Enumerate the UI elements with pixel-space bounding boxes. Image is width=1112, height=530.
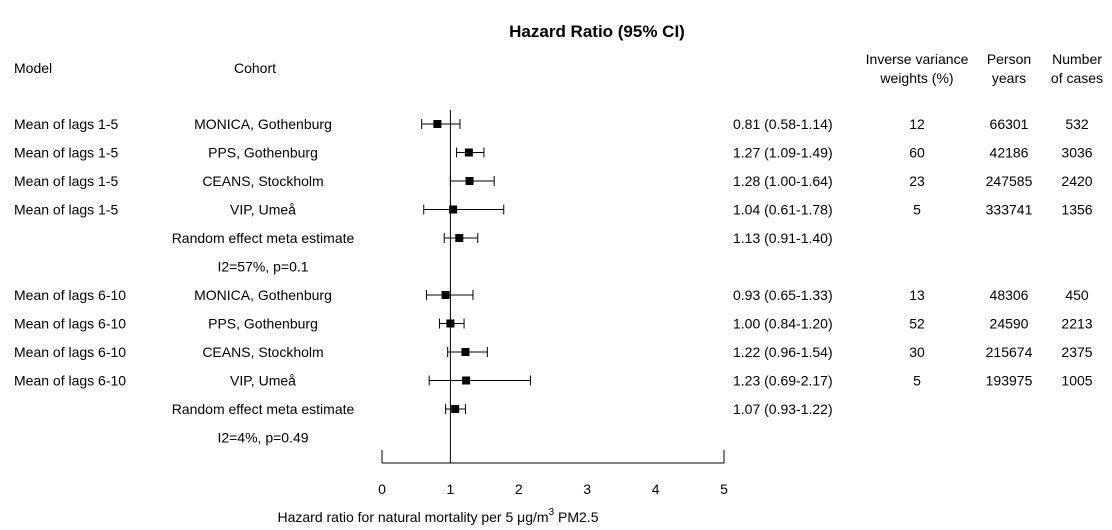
- x-tick-label: 2: [515, 481, 523, 497]
- row-person-years: 48306: [990, 287, 1029, 303]
- row-cohort: CEANS, Stockholm: [202, 344, 323, 360]
- row-cohort: MONICA, Gothenburg: [194, 116, 332, 132]
- point-estimate-marker: [465, 177, 474, 185]
- row-model: Mean of lags 6-10: [14, 373, 126, 389]
- forest-row: Mean of lags 6-10 MONICA, Gothenburg 0.93 …: [14, 287, 1089, 303]
- forest-row: I2=57%, p=0.1: [217, 259, 308, 275]
- row-weight: 12: [909, 116, 925, 132]
- forest-row: Mean of lags 1-5 PPS, Gothenburg 1.27 (1.0…: [14, 145, 1093, 161]
- point-estimate-marker: [462, 376, 471, 385]
- row-hazard-ratio-ci: 1.07 (0.93-1.22): [733, 401, 833, 417]
- forest-row: Mean of lags 1-5 CEANS, Stockholm 1.28 (1.…: [14, 173, 1093, 189]
- row-cohort: PPS, Gothenburg: [208, 145, 318, 161]
- row-cases: 2375: [1061, 344, 1092, 360]
- header-cases-line2: of cases: [1051, 70, 1103, 86]
- row-hazard-ratio-ci: 1.22 (0.96-1.54): [733, 344, 833, 360]
- row-cohort: Random effect meta estimate: [172, 230, 355, 246]
- header-model: Model: [14, 60, 52, 76]
- point-estimate-marker: [455, 234, 464, 242]
- row-cases: 532: [1065, 116, 1089, 132]
- forest-row: Mean of lags 1-5 VIP, Umeå 1.04 (0.61-1.78…: [14, 202, 1093, 218]
- row-person-years: 42186: [990, 145, 1029, 161]
- row-hazard-ratio-ci: 1.27 (1.09-1.49): [733, 145, 833, 161]
- point-estimate-marker: [464, 148, 473, 157]
- row-cohort: Random effect meta estimate: [172, 401, 355, 417]
- x-tick-label: 0: [378, 481, 386, 497]
- row-cohort: PPS, Gothenburg: [208, 316, 318, 332]
- row-person-years: 215674: [986, 344, 1033, 360]
- row-person-years: 66301: [990, 116, 1029, 132]
- point-estimate-marker: [441, 291, 450, 299]
- row-cohort: I2=57%, p=0.1: [217, 259, 308, 275]
- forest-row: Mean of lags 6-10 CEANS, Stockholm 1.22 (0…: [14, 344, 1093, 360]
- row-cohort: VIP, Umeå: [230, 202, 296, 218]
- row-person-years: 247585: [986, 173, 1033, 189]
- x-axis-label-suffix: PM2.5: [554, 509, 599, 525]
- row-weight: 5: [913, 202, 921, 218]
- row-hazard-ratio-ci: 1.28 (1.00-1.64): [733, 173, 833, 189]
- forest-row: Mean of lags 6-10 VIP, Umeå 1.23 (0.69-2.1…: [14, 373, 1093, 389]
- x-tick-label: 3: [583, 481, 591, 497]
- row-cohort: MONICA, Gothenburg: [194, 287, 332, 303]
- x-tick-label: 4: [652, 481, 660, 497]
- x-axis-label-main: Hazard ratio for natural mortality per 5…: [278, 509, 549, 525]
- row-hazard-ratio-ci: 1.23 (0.69-2.17): [733, 373, 833, 389]
- row-cohort: CEANS, Stockholm: [202, 173, 323, 189]
- x-tick-label: 1: [447, 481, 455, 497]
- row-weight: 5: [913, 373, 921, 389]
- header-person-years-line1: Person: [987, 51, 1031, 67]
- row-person-years: 333741: [986, 202, 1033, 218]
- row-cohort: VIP, Umeå: [230, 373, 296, 389]
- row-hazard-ratio-ci: 0.93 (0.65-1.33): [733, 287, 833, 303]
- row-model: Mean of lags 1-5: [14, 145, 118, 161]
- row-weight: 52: [909, 316, 925, 332]
- x-axis-label: Hazard ratio for natural mortality per 5…: [278, 507, 599, 525]
- x-tick-label: 5: [720, 481, 728, 497]
- header-weights-line1: Inverse variance: [866, 51, 969, 67]
- row-weight: 13: [909, 287, 925, 303]
- header-person-years-line2: years: [992, 70, 1026, 86]
- forest-rows: Mean of lags 1-5 MONICA, Gothenburg 0.81 (…: [14, 116, 1093, 446]
- row-model: Mean of lags 1-5: [14, 173, 118, 189]
- chart-title: Hazard Ratio (95% CI): [509, 22, 685, 41]
- row-weight: 60: [909, 145, 925, 161]
- row-hazard-ratio-ci: 1.04 (0.61-1.78): [733, 202, 833, 218]
- row-hazard-ratio-ci: 1.13 (0.91-1.40): [733, 230, 833, 246]
- header-weights-line2: weights (%): [879, 70, 953, 86]
- row-hazard-ratio-ci: 0.81 (0.58-1.14): [733, 116, 833, 132]
- row-cohort: I2=4%, p=0.49: [217, 430, 308, 446]
- forest-row: Mean of lags 6-10 PPS, Gothenburg 1.00 (0.…: [14, 316, 1093, 332]
- row-model: Mean of lags 6-10: [14, 344, 126, 360]
- row-model: Mean of lags 6-10: [14, 287, 126, 303]
- point-estimate-marker: [451, 405, 460, 413]
- row-cases: 450: [1065, 287, 1089, 303]
- point-estimate-marker: [461, 348, 470, 356]
- x-axis-label-superscript: 3: [549, 507, 555, 518]
- forest-row: I2=4%, p=0.49: [217, 430, 308, 446]
- forest-row: Random effect meta estimate 1.13 (0.91-1.…: [172, 230, 833, 246]
- row-weight: 30: [909, 344, 925, 360]
- row-cases: 2420: [1061, 173, 1092, 189]
- row-cases: 3036: [1061, 145, 1092, 161]
- row-model: Mean of lags 1-5: [14, 202, 118, 218]
- forest-row: Random effect meta estimate 1.07 (0.93-1.…: [172, 401, 833, 417]
- row-cases: 1005: [1061, 373, 1092, 389]
- x-axis: 0 1 2 3 4 5: [378, 110, 728, 497]
- row-person-years: 24590: [990, 316, 1029, 332]
- point-estimate-marker: [433, 120, 442, 128]
- header-cases-line1: Number: [1052, 51, 1102, 67]
- row-model: Mean of lags 6-10: [14, 316, 126, 332]
- row-weight: 23: [909, 173, 925, 189]
- row-hazard-ratio-ci: 1.00 (0.84-1.20): [733, 316, 833, 332]
- row-cases: 1356: [1061, 202, 1092, 218]
- row-cases: 2213: [1061, 316, 1092, 332]
- row-model: Mean of lags 1-5: [14, 116, 118, 132]
- row-person-years: 193975: [986, 373, 1033, 389]
- header-cohort: Cohort: [234, 60, 276, 76]
- forest-row: Mean of lags 1-5 MONICA, Gothenburg 0.81 (…: [14, 116, 1089, 132]
- point-estimate-marker: [449, 205, 458, 214]
